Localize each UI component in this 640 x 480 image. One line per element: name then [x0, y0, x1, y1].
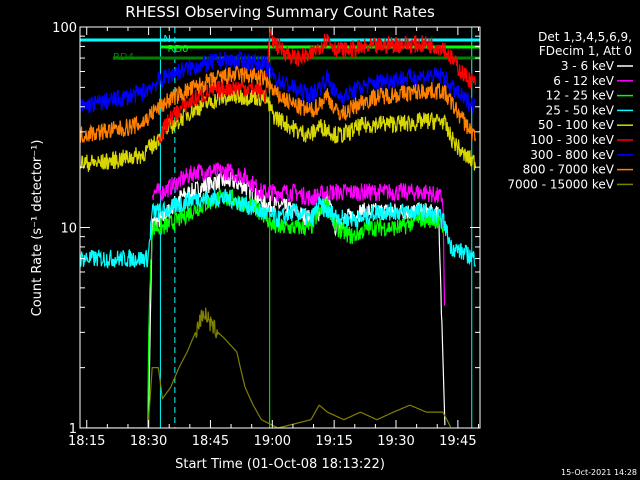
legend-label: 50 - 100 keV [538, 118, 615, 132]
series-line-8 [141, 307, 452, 428]
flag-label-rd0: RD0 [168, 44, 189, 55]
series-line-2 [80, 189, 444, 428]
series-line-5 [157, 28, 477, 144]
y-axis: 1 10 100 [52, 21, 480, 437]
legend-label: 12 - 25 keV [546, 89, 615, 103]
x-tick-label: 19:15 [315, 434, 352, 449]
series-line-7 [80, 65, 476, 144]
x-axis: 18:15 18:30 18:45 19:00 19:15 19:30 19:45 [68, 27, 479, 449]
legend-label: 25 - 50 keV [546, 103, 615, 117]
y-axis-label: Count Rate (s⁻¹ detector⁻¹) [30, 140, 45, 317]
x-tick-label: 19:45 [439, 434, 476, 449]
y-tick-label: 10 [60, 222, 77, 237]
x-tick-label: 19:30 [377, 434, 414, 449]
x-tick-label: 18:30 [130, 434, 167, 449]
series-line-4 [80, 87, 476, 172]
series-line-6 [80, 49, 476, 114]
series-line-1 [151, 161, 446, 306]
legend-label: 800 - 7000 keV [523, 163, 615, 177]
legend-label: 6 - 12 keV [553, 74, 615, 88]
y-tick-label: 1 [69, 422, 77, 437]
x-tick-label: 18:45 [192, 434, 229, 449]
legend-label: 3 - 6 keV [561, 59, 615, 73]
x-tick-label: 19:00 [254, 434, 291, 449]
legend-header-line-1: Det 1,3,4,5,6,9, [538, 30, 632, 44]
x-tick-label: 18:15 [68, 434, 105, 449]
chart-title: RHESSI Observing Summary Count Rates [125, 3, 435, 21]
legend-label: 100 - 300 keV [530, 133, 614, 147]
series-line-3 [80, 188, 476, 269]
flag-label-n: N [163, 34, 170, 45]
x-axis-label: Start Time (01-Oct-08 18:13:22) [175, 457, 385, 472]
y-tick-label: 100 [52, 21, 77, 36]
legend-label: 7000 - 15000 keV [507, 177, 614, 191]
legend: Det 1,3,4,5,6,9, FDecim 1, Att 0 3 - 6 k… [507, 30, 633, 191]
generation-timestamp: 15-Oct-2021 14:28 [561, 468, 637, 477]
legend-header-line-2: FDecim 1, Att 0 [539, 44, 632, 58]
legend-label: 300 - 800 keV [530, 148, 614, 162]
flag-label-rd4: RD4 [113, 52, 134, 63]
